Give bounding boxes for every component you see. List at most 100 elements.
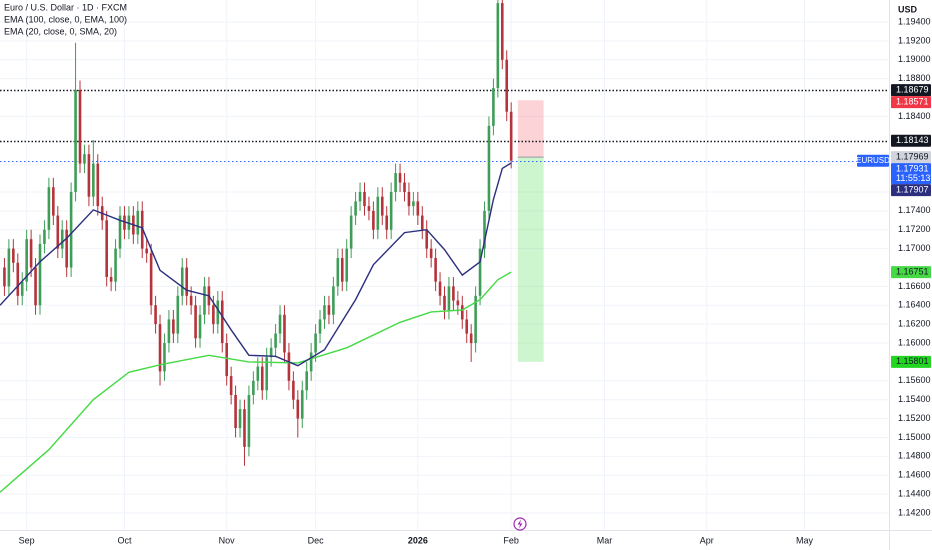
candle-body (158, 324, 162, 372)
candle-body (247, 394, 251, 447)
x-tick-label: Sep (19, 535, 35, 545)
legend-indicator: EMA (20, close, 0, SMA, 20) (4, 26, 117, 36)
candle-body (412, 201, 415, 207)
x-tick-label: May (796, 535, 814, 545)
y-tick-label: 1.16600 (898, 281, 931, 291)
event-icon-bolt (517, 519, 523, 529)
legend-title: Euro / U.S. Dollar · 1D · FXCM (4, 2, 127, 12)
x-tick-label: 2026 (408, 535, 428, 545)
candle-body (83, 154, 86, 164)
price-badge-label: 1.17969 (896, 151, 929, 161)
plot-area (0, 0, 889, 493)
y-tick-label: 1.16200 (898, 319, 931, 329)
candle-body (96, 163, 100, 207)
candle-body (509, 111, 513, 161)
price-badge (891, 84, 931, 97)
candle-body (38, 243, 42, 306)
candle-body (416, 201, 420, 216)
position-target-zone (517, 157, 544, 362)
candle-body (327, 305, 331, 315)
price-badge-label: 1.17907 (896, 184, 929, 194)
candle-body (474, 295, 477, 344)
candle-body (47, 187, 51, 230)
candle-body (123, 215, 126, 230)
candle-body (78, 89, 82, 164)
x-tick-label: Apr (700, 535, 714, 545)
price-badge (891, 96, 931, 109)
candle-body (92, 163, 95, 197)
candle-body (74, 89, 77, 192)
candle-body (12, 248, 15, 263)
candle-body (220, 300, 224, 344)
candle-body (496, 3, 500, 89)
candle-body (203, 286, 206, 315)
candle-body (118, 215, 122, 249)
candle-body (434, 258, 437, 282)
y-tick-label: 1.19400 (898, 16, 931, 26)
candle-body (274, 333, 277, 348)
candle-body (194, 305, 197, 339)
price-badge-label: 1.15801 (896, 356, 929, 366)
y-tick-label: 1.19200 (898, 35, 931, 45)
candle-body (380, 196, 384, 216)
price-badge-label: 1.18571 (896, 96, 929, 106)
candle-body (363, 191, 366, 207)
price-badge (891, 184, 931, 197)
candle-body (376, 196, 380, 230)
candle-body (60, 229, 64, 249)
candle-body (469, 333, 473, 344)
candle-body (354, 201, 357, 216)
candle-body (25, 239, 28, 282)
price-badge-label: 1.17931 (896, 163, 929, 173)
candle-body (443, 295, 446, 310)
candle-body (34, 267, 37, 306)
x-tick-label: Dec (308, 535, 325, 545)
candle-body (212, 305, 215, 325)
candle-body (349, 215, 353, 249)
price-badge (891, 355, 931, 368)
price-badge (891, 266, 931, 279)
candle-body (465, 319, 469, 334)
price-badge-label: 1.16751 (896, 267, 929, 277)
candle-body (29, 239, 33, 268)
candle-body (336, 258, 340, 287)
candle-body (216, 300, 220, 325)
y-tick-label: 1.14400 (898, 488, 931, 498)
candle-body (136, 210, 140, 235)
y-tick-label: 1.19000 (898, 54, 931, 64)
candle-body (260, 366, 264, 391)
candle-body (305, 371, 309, 391)
currency-label: USD (898, 4, 918, 14)
candle-body (483, 210, 486, 249)
candle-body (292, 380, 295, 400)
candle-body (314, 333, 317, 353)
candle-body (238, 409, 242, 429)
candle-body (300, 390, 304, 419)
candle-body (460, 305, 464, 320)
candle-body (278, 314, 282, 334)
axes: 1.194001.192001.190001.188001.184001.176… (19, 16, 931, 545)
candle-body (398, 173, 402, 183)
event-icon[interactable] (513, 517, 527, 531)
candle-body (163, 343, 166, 372)
candle-body (318, 319, 322, 334)
candle-body (16, 262, 20, 296)
candle-body (140, 210, 144, 249)
indicator-line (0, 271, 512, 493)
candle-body (340, 258, 344, 282)
candle-body (176, 295, 180, 334)
y-tick-label: 1.16000 (898, 337, 931, 347)
candle-body (372, 210, 375, 230)
price-badge (891, 163, 931, 185)
symbol-tag (857, 154, 889, 167)
candle-body (505, 59, 509, 112)
candle-body (234, 394, 237, 429)
y-tick-label: 1.14200 (898, 507, 931, 517)
candle-body (20, 281, 24, 296)
candle-body (185, 267, 188, 296)
candle-body (487, 125, 491, 211)
y-tick-label: 1.14600 (898, 470, 931, 480)
candle-body (154, 305, 157, 325)
candle-body (403, 182, 406, 192)
